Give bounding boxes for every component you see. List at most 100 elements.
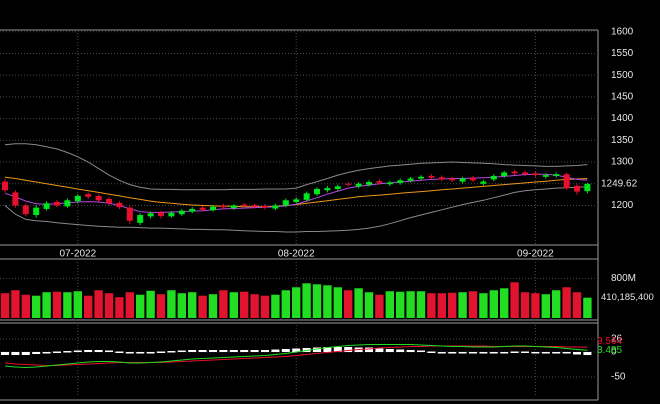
volume-bar [260, 295, 270, 318]
candle-body [85, 194, 92, 197]
histogram-bar [541, 352, 550, 354]
candle-body [511, 171, 518, 174]
volume-bar [208, 294, 218, 318]
line [4, 186, 588, 233]
volume-bar [572, 292, 582, 318]
volume-bar [167, 290, 176, 318]
candle-body [345, 183, 352, 185]
volume-bar [541, 294, 550, 318]
histogram-bar [344, 347, 353, 352]
volume-bar [292, 287, 301, 318]
candle-body [397, 180, 404, 183]
last-volume-label: 410,185,400 [601, 292, 654, 303]
volume-bar [437, 293, 446, 318]
volume-bar [52, 291, 62, 318]
candle-body [490, 175, 497, 180]
last-price-label: 1249.62 [601, 179, 638, 190]
candle-body [532, 173, 539, 176]
histogram-bar [385, 349, 394, 352]
indicator-value-label: 9.564 [597, 336, 622, 347]
candle-body [137, 215, 144, 223]
candle-body [449, 178, 456, 181]
histogram-bar [458, 352, 467, 354]
candle-body [542, 175, 549, 177]
histogram-bar [427, 351, 436, 353]
histogram-bar [500, 352, 509, 354]
y-tick-label: 1550 [611, 48, 634, 59]
histogram-bar [417, 350, 425, 352]
histogram-bar [188, 350, 197, 352]
volume-bar [0, 293, 10, 318]
volume-bar [396, 291, 405, 318]
volume-bar [240, 291, 249, 318]
candle-body [54, 202, 60, 206]
candle-body [438, 177, 445, 180]
volume-bar [250, 294, 259, 318]
histogram-bar [489, 352, 498, 354]
candle-body [210, 206, 216, 211]
y-tick-label: 1300 [611, 157, 634, 168]
candle-body [126, 207, 133, 221]
histogram-bar [292, 348, 301, 352]
volume-bar [385, 291, 394, 318]
candle-body [272, 205, 279, 209]
candle-body [407, 178, 414, 181]
volume-bar [520, 292, 530, 318]
candle-body [147, 213, 154, 217]
candle-body [480, 181, 487, 184]
y-tick-label: 800M [611, 273, 636, 284]
line [4, 143, 588, 191]
candle-body [230, 205, 237, 209]
volume-bar [406, 291, 415, 318]
volume-bar [271, 294, 280, 318]
histogram-bar [105, 350, 113, 352]
volume-bar [281, 290, 290, 318]
volume-bar [510, 282, 519, 318]
histogram-bar [271, 349, 280, 352]
histogram-bar [136, 352, 145, 354]
candle-body [574, 185, 580, 192]
histogram-bar [531, 352, 540, 354]
y-tick-label: 26 [611, 334, 623, 345]
histogram-bar [521, 351, 529, 353]
y-tick-label: 1200 [611, 200, 634, 211]
volume-bar [188, 292, 197, 318]
candle-body [262, 205, 268, 208]
candle-body [189, 208, 196, 212]
histogram-bar [562, 352, 571, 354]
candle-body [386, 182, 393, 185]
histogram-bar [84, 350, 93, 352]
candle-body [459, 178, 466, 182]
candle-body [116, 202, 123, 208]
volume-bar [177, 293, 186, 318]
volume-bar [562, 287, 571, 318]
line [4, 173, 588, 213]
candle-body [282, 200, 289, 206]
candle-body [522, 172, 528, 175]
y-tick-label: 1600 [611, 26, 634, 37]
volume-bar [500, 288, 509, 318]
volume-bar [63, 292, 72, 318]
y-tick-label: 0 [611, 347, 617, 358]
candle-body [293, 199, 300, 202]
volume-bar [458, 292, 467, 318]
histogram-bar [250, 350, 259, 352]
volume-bar [531, 293, 540, 318]
candle-body [470, 177, 476, 181]
histogram-bar [42, 352, 51, 354]
volume-bar [32, 295, 41, 318]
volume-bar [416, 291, 426, 318]
candle-body [64, 200, 71, 207]
candle-body [428, 175, 435, 178]
volume-bar [364, 292, 374, 318]
line [4, 344, 588, 369]
histogram-bar [167, 351, 176, 353]
histogram-bar [1, 352, 9, 355]
histogram-bar [510, 351, 519, 353]
volume-bar [156, 294, 166, 318]
histogram-bar [240, 350, 249, 352]
volume-bar [312, 284, 322, 318]
volume-bar [104, 293, 114, 318]
volume-bar [73, 291, 82, 318]
histogram-bar [198, 350, 207, 352]
